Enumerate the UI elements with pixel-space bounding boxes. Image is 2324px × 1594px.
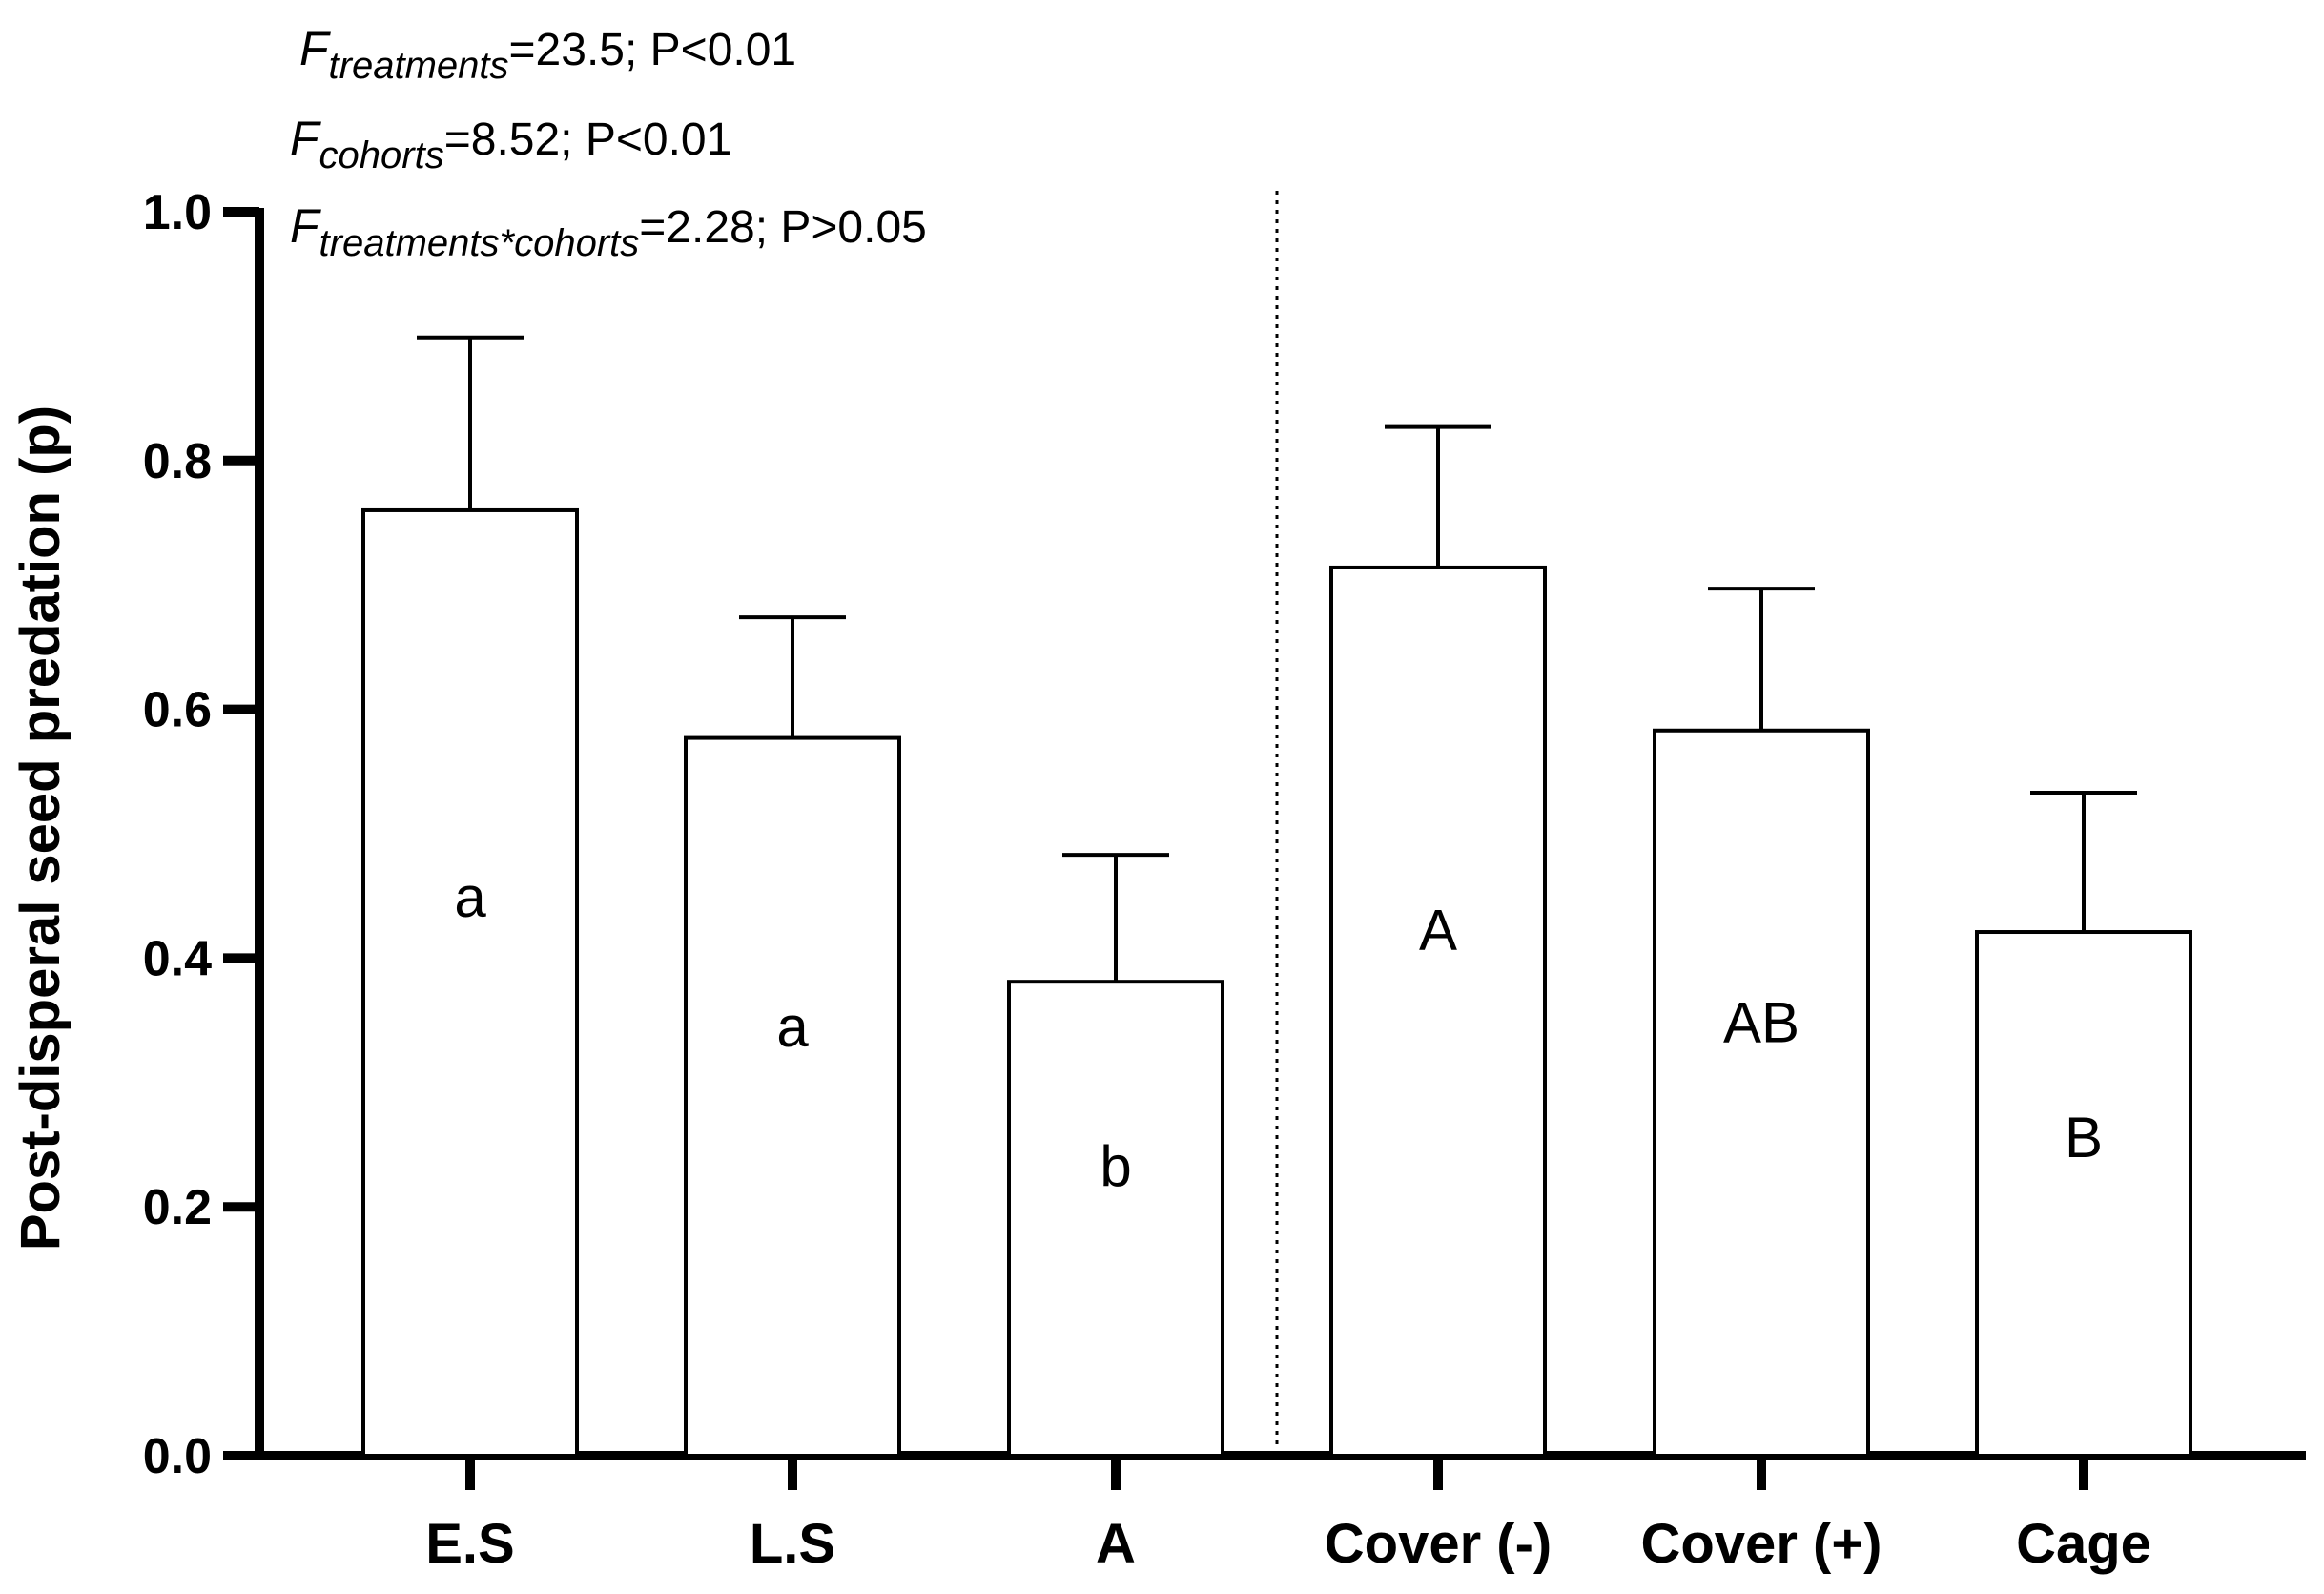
significance-letter: AB xyxy=(1723,991,1800,1055)
x-tick-label: A xyxy=(1096,1513,1136,1575)
stat-line: Fcohorts=8.52; P<0.01 xyxy=(290,112,731,176)
significance-letter: a xyxy=(776,995,809,1059)
bar xyxy=(1653,728,1870,1458)
significance-letter: a xyxy=(454,865,486,929)
y-tick-label: 0.4 xyxy=(143,931,212,986)
bars xyxy=(361,507,2192,1459)
x-tick-label: Cover (+) xyxy=(1640,1513,1882,1575)
stat-value: =23.5; P<0.01 xyxy=(509,25,797,75)
x-axis: E.S L.S A Cover (-) Cover (+) Cage xyxy=(223,191,2306,1575)
significance-letter: b xyxy=(1100,1134,1131,1198)
x-tick-label: L.S xyxy=(750,1513,835,1575)
bar xyxy=(1975,930,2192,1458)
bar xyxy=(361,507,579,1458)
bar xyxy=(684,735,901,1458)
stat-value: =8.52; P<0.01 xyxy=(444,114,732,165)
bar xyxy=(1007,980,1224,1459)
stat-subscript: cohorts xyxy=(319,135,444,176)
stat-line: Ftreatments=23.5; P<0.01 xyxy=(299,22,796,87)
stat-subscript: treatments xyxy=(329,45,509,87)
x-tick-label: Cover (-) xyxy=(1325,1513,1552,1575)
y-tick-label: 1.0 xyxy=(143,185,212,240)
y-tick-label: 0.6 xyxy=(143,683,212,738)
stat-line: Ftreatments*cohorts=2.28; P>0.05 xyxy=(290,199,927,264)
stat-f-symbol: F xyxy=(290,199,321,253)
x-tick-label: E.S xyxy=(425,1513,515,1575)
stat-f-symbol: F xyxy=(290,112,321,165)
stat-value: =2.28; P>0.05 xyxy=(639,202,927,253)
y-tick-label: 0.2 xyxy=(143,1180,212,1235)
error-bars xyxy=(417,335,2137,983)
bar xyxy=(1329,565,1547,1458)
stat-subscript: treatments*cohorts xyxy=(319,222,640,264)
y-axis: 0.0 0.2 0.4 0.6 0.8 1.0 xyxy=(143,185,264,1484)
x-tick-label: Cage xyxy=(2016,1513,2151,1575)
stat-f-symbol: F xyxy=(299,22,331,75)
significance-letters: a a b A AB B xyxy=(454,865,2103,1198)
y-tick-label: 0.8 xyxy=(143,434,212,489)
y-axis-label: Post-disperal seed predation (p) xyxy=(10,405,72,1251)
significance-letter: A xyxy=(1419,898,1457,962)
y-tick-label: 0.0 xyxy=(143,1429,212,1484)
significance-letter: B xyxy=(2065,1106,2103,1170)
